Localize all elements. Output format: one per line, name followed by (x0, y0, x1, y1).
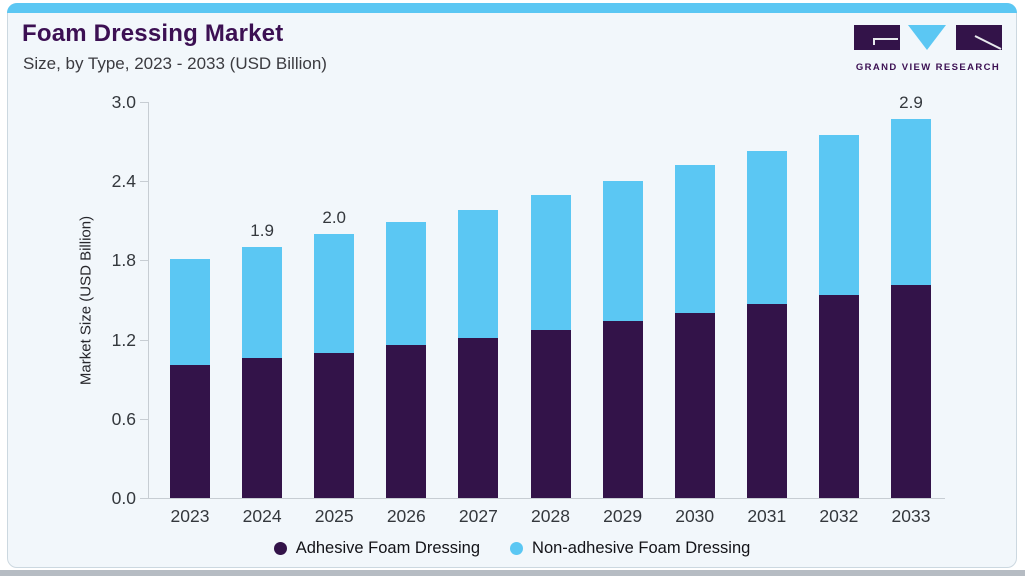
y-tick-label: 1.2 (111, 329, 136, 350)
legend: Adhesive Foam Dressing Non-adhesive Foam … (8, 539, 1016, 558)
bar-total-label: 1.9 (250, 221, 274, 240)
bar-segment (458, 210, 499, 338)
x-tick-label: 2024 (242, 506, 282, 526)
bar-segment (314, 234, 355, 353)
logo-r-detail (974, 35, 1002, 50)
y-tick-mark (140, 102, 148, 103)
y-tick-mark (140, 418, 148, 420)
logo-v-triangle (908, 25, 946, 50)
y-tick-label: 1.8 (111, 250, 136, 271)
legend-item: Non-adhesive Foam Dressing (510, 539, 750, 558)
page-title: Foam Dressing Market (22, 20, 284, 47)
legend-label: Non-adhesive Foam Dressing (532, 539, 751, 557)
bar-segment (386, 345, 427, 498)
bar-total-label: 2.9 (899, 93, 923, 112)
x-axis-line (148, 498, 945, 499)
x-tick-label: 2033 (891, 506, 931, 526)
y-tick-mark (140, 339, 148, 341)
legend-swatch-icon (510, 542, 524, 555)
x-tick-label: 2031 (747, 506, 787, 526)
gvr-logo-text: GRAND VIEW RESEARCH (855, 62, 1001, 73)
x-tick-label: 2030 (675, 506, 715, 526)
y-axis-line (148, 102, 149, 499)
bar-segment (746, 151, 787, 304)
x-tick-label: 2028 (531, 506, 570, 526)
bar-segment (458, 338, 499, 498)
bar-segment (170, 259, 210, 365)
legend-swatch-icon (273, 542, 287, 555)
y-axis-title: Market Size (USD Billion) (77, 215, 95, 386)
x-tick-label: 2029 (603, 506, 643, 526)
y-tick-label: 0.6 (111, 408, 136, 429)
chart-card: Foam Dressing Market Size, by Type, 2023… (7, 3, 1017, 568)
bar-segment (818, 135, 859, 295)
x-tick-label: 2027 (458, 506, 498, 526)
y-tick-label: 3.0 (111, 92, 136, 112)
gvr-logo-mark (854, 25, 1002, 50)
bar-segment (242, 358, 283, 498)
bar-segment (674, 313, 715, 498)
legend-label: Adhesive Foam Dressing (295, 539, 481, 557)
bar-total-label: 2.0 (322, 208, 347, 227)
y-tick-mark (140, 498, 148, 499)
y-tick-mark (140, 260, 148, 262)
bar-segment (386, 222, 427, 345)
gvr-logo: GRAND VIEW RESEARCH (854, 24, 1002, 73)
plot-area: 1.9 2.0 2.9 (148, 93, 948, 498)
bar-segment (602, 321, 643, 498)
page-subtitle: Size, by Type, 2023 - 2033 (USD Billion) (23, 54, 327, 73)
bar-segment (530, 195, 571, 330)
y-tick-label: 2.4 (111, 171, 136, 192)
card-top-accent-bar (7, 3, 1017, 13)
bar-segment (674, 165, 715, 313)
bar-segment (530, 330, 571, 498)
logo-g-detail (873, 38, 898, 45)
bar-segment (746, 304, 787, 498)
y-tick-label: 0.0 (111, 488, 136, 508)
bar-segment (891, 285, 931, 498)
bar-segment (602, 181, 643, 321)
y-tick-mark (140, 181, 148, 183)
bar-segment (314, 353, 355, 498)
bar-segment (818, 295, 859, 498)
bar-segment (242, 247, 283, 358)
bottom-divider (0, 570, 1025, 576)
legend-item: Adhesive Foam Dressing (273, 539, 481, 558)
bar-segment (891, 119, 931, 285)
x-tick-label: 2032 (819, 506, 859, 526)
x-tick-label: 2026 (386, 506, 426, 526)
x-tick-label: 2023 (170, 506, 210, 526)
logo-g-block (854, 25, 900, 50)
bar-segment (170, 365, 210, 498)
x-tick-label: 2025 (314, 506, 354, 526)
